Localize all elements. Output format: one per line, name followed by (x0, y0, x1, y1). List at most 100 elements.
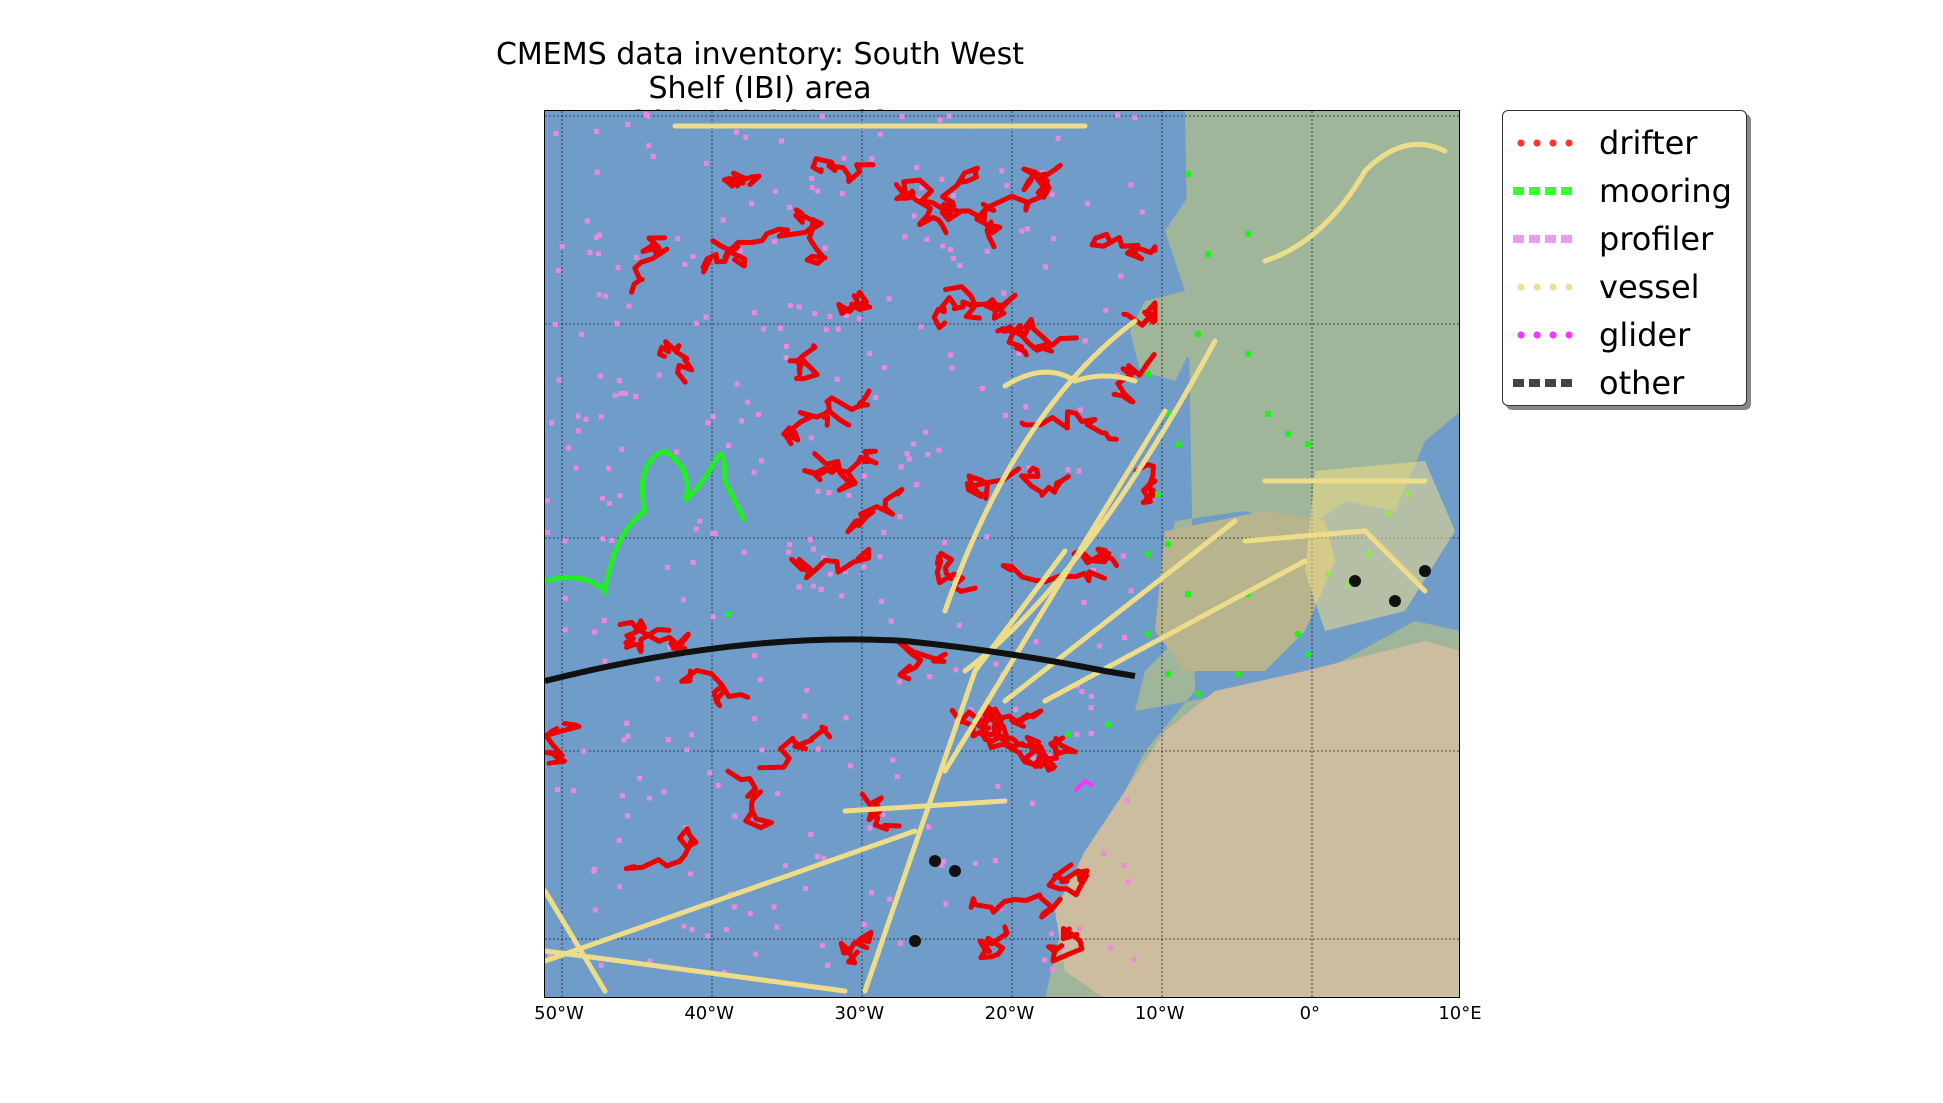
other-point (909, 935, 921, 947)
drifter-track (965, 466, 1022, 501)
mooring-point (1165, 411, 1171, 417)
profiler-point (598, 962, 604, 968)
profiler-point (743, 134, 749, 140)
profiler-point (946, 113, 952, 119)
profiler-point (637, 775, 643, 781)
profiler-point (923, 429, 929, 435)
profiler-point (939, 176, 945, 182)
profiler-point (820, 114, 826, 120)
drifter-track (845, 487, 905, 535)
drifter-track (757, 724, 833, 771)
profiler-point (867, 825, 873, 831)
profiler-point (598, 414, 604, 420)
legend-marker-icon (1513, 331, 1577, 339)
profiler-point (839, 593, 845, 599)
profiler-point (779, 138, 785, 144)
profiler-point (1121, 862, 1127, 868)
vessel-track-6 (842, 798, 1008, 814)
profiler-point (1042, 957, 1048, 963)
profiler-point (782, 862, 788, 868)
profiler-point (815, 488, 821, 494)
profiler-point (877, 131, 883, 137)
profiler-point (809, 185, 815, 191)
drifter-track (710, 217, 816, 253)
profiler-point (584, 218, 590, 224)
profiler-point (771, 904, 777, 910)
legend-entry-profiler: profiler (1513, 219, 1713, 259)
profiler-point (758, 458, 764, 464)
x-tick-label: 30°W (834, 1003, 885, 1024)
profiler-point (570, 788, 576, 794)
profiler-point (821, 555, 827, 561)
profiler-point (881, 365, 887, 371)
profiler-point (812, 311, 818, 317)
profiler-point (856, 316, 862, 322)
mooring-point (1145, 631, 1151, 637)
profiler-point (937, 117, 943, 123)
legend-label: drifter (1599, 124, 1698, 162)
profiler-point (815, 746, 821, 752)
profiler-point (715, 782, 721, 788)
mooring-point (1285, 431, 1291, 437)
profiler-point (787, 302, 793, 308)
profiler-point (904, 451, 910, 457)
profiler-point (752, 716, 758, 722)
profiler-point (827, 313, 833, 319)
title-line-1: CMEMS data inventory: South West Shelf (… (495, 37, 1025, 106)
mooring-point (1185, 171, 1191, 177)
profiler-point (625, 121, 631, 127)
profiler-point (777, 325, 783, 331)
profiler-point (808, 435, 814, 441)
vessel-track-8 (545, 888, 608, 994)
map-canvas (545, 111, 1459, 997)
mooring-point (1195, 331, 1201, 337)
drifter-track (836, 289, 873, 316)
profiler-point (820, 942, 826, 948)
profiler-point (697, 518, 703, 524)
profiler-point (993, 661, 999, 667)
profiler-point (562, 538, 568, 544)
drifter-track (725, 768, 774, 831)
profiler-point (616, 378, 622, 384)
profiler-point (846, 492, 852, 498)
profiler-point (710, 531, 716, 537)
profiler-point (868, 890, 874, 896)
vessel-track-14 (1262, 141, 1448, 264)
x-tick-label: 10°E (1438, 1003, 1482, 1024)
drifter-track (789, 546, 872, 581)
profiler-point (808, 832, 814, 838)
profiler-point (823, 327, 829, 333)
profiler-point (827, 571, 833, 577)
drifter-track (931, 295, 982, 331)
drifter-track (893, 182, 949, 236)
other-point (1389, 595, 1401, 607)
profiler-point (940, 243, 946, 249)
mooring-point (1205, 251, 1211, 257)
profiler-point (1024, 226, 1030, 232)
profiler-point (814, 853, 820, 859)
profiler-point (661, 789, 667, 795)
profiler-point (602, 293, 608, 299)
africa-landmass (1055, 641, 1459, 997)
mooring-point (1195, 691, 1201, 697)
drifter-track (980, 178, 1052, 213)
profiler-point (1074, 731, 1080, 737)
vessel-track-10 (1002, 518, 1238, 704)
map-panel[interactable] (544, 110, 1460, 998)
drifter-track (1027, 735, 1078, 765)
profiler-point (1103, 307, 1109, 313)
drifter-track (700, 244, 748, 275)
profiler-point (1125, 879, 1131, 885)
profiler-point (555, 787, 561, 793)
profiler-point (606, 465, 612, 471)
profiler-point (1132, 115, 1138, 121)
profiler-point (547, 952, 553, 958)
drifter-track (1089, 231, 1158, 262)
vessel-track-4 (942, 408, 1168, 774)
profiler-point (1023, 404, 1029, 410)
profiler-point (822, 245, 828, 251)
profiler-point (810, 583, 816, 589)
profiler-point (899, 113, 905, 119)
profiler-point (620, 793, 626, 799)
profiler-point (844, 313, 850, 319)
